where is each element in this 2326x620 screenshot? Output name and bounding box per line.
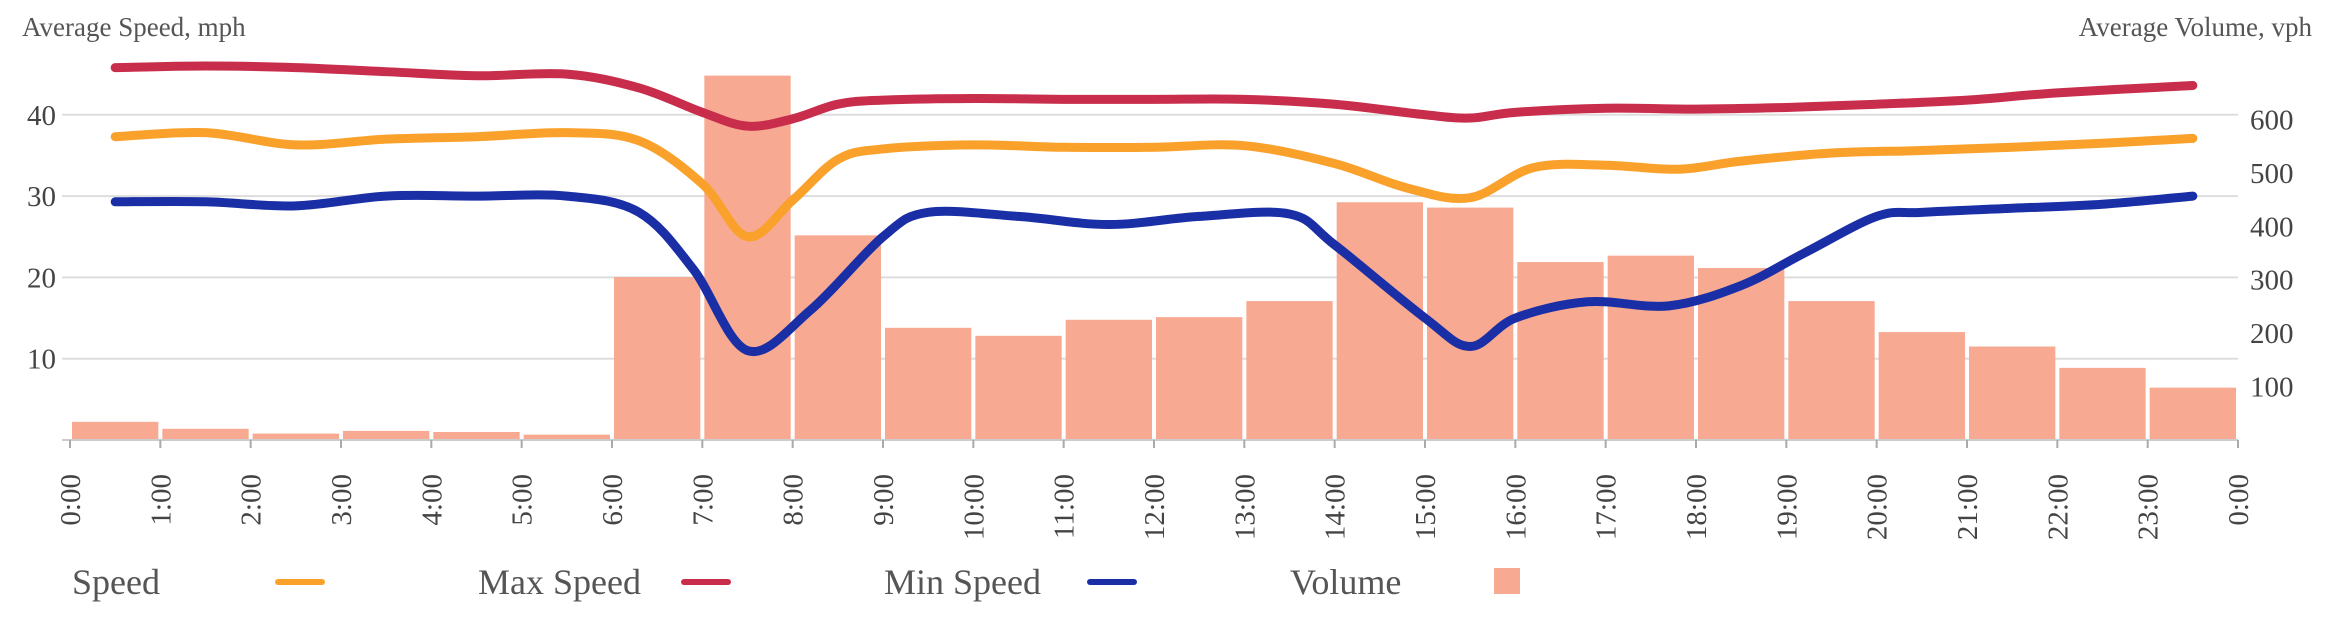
x-tick-label: 3:00 [326,474,358,526]
legend-label: Min Speed [884,562,1041,602]
x-tick-label: 18:00 [1681,474,1713,540]
volume-bar [1246,301,1333,440]
speed-line [110,127,2198,242]
legend-label: Max Speed [478,562,641,602]
x-tick-label: 12:00 [1139,474,1171,540]
volume-bar [614,277,701,440]
x-tick-label: 4:00 [416,474,448,526]
volume-bar [885,327,972,440]
volume-bar [1607,255,1694,440]
x-tick-label: 17:00 [1591,474,1623,540]
x-tick-label: 13:00 [1229,474,1261,540]
right-axis-title: Average Volume, vph [2079,12,2313,42]
volume-bar [1517,262,1604,440]
volume-bars [72,75,2236,441]
x-tick-label: 9:00 [868,474,900,526]
legend-label: Volume [1290,562,1401,602]
min-speed-line [110,190,2198,357]
x-tick-label: 14:00 [1320,474,1352,540]
x-tick-label: 0:00 [55,474,87,526]
x-tick-label: 5:00 [507,474,539,526]
volume-bar [252,433,339,440]
x-tick-label: 0:00 [2223,474,2255,526]
speed-lines [110,61,2198,357]
volume-bar [72,421,159,440]
right-tick-label: 500 [2250,158,2294,190]
volume-bar [2149,387,2236,440]
volume-bar [1878,332,1965,440]
volume-bar [523,434,610,440]
x-tick-label: 20:00 [1862,474,1894,540]
x-tick-label: 15:00 [1410,474,1442,540]
volume-bar [975,335,1062,440]
tick-labels: 0:00 1:00 2:00 3:00 4:00 5:00 6:00 7:00 8:00 9:00… [27,100,2294,540]
x-tick-label: 21:00 [1952,474,1984,540]
left-tick-label: 10 [27,344,56,376]
volume-bar [1788,301,1875,440]
x-tick-label: 11:00 [1049,474,1081,539]
volume-bar [2059,367,2146,440]
left-tick-label: 40 [27,100,56,132]
left-tick-label: 20 [27,262,56,294]
right-tick-label: 600 [2250,104,2294,136]
max-speed-line [110,61,2198,131]
x-tick-label: 8:00 [778,474,810,526]
left-tick-label: 30 [27,181,56,213]
x-tick-label: 7:00 [687,474,719,526]
right-tick-label: 100 [2250,372,2294,404]
x-tick-label: 22:00 [2042,474,2074,540]
right-tick-label: 300 [2250,265,2294,297]
volume-bar [1336,202,1423,440]
right-tick-label: 200 [2250,318,2294,350]
legend: Speed Max Speed Min Speed Volume [72,562,1520,602]
x-tick-label: 16:00 [1500,474,1532,540]
x-tick-label: 19:00 [1771,474,1803,540]
x-tick-label: 1:00 [145,474,177,526]
volume-bar [1969,346,2056,440]
x-tick-label: 23:00 [2133,474,2165,540]
volume-bar [433,431,520,440]
legend-label: Speed [72,562,160,602]
legend-swatch [1494,568,1520,594]
volume-bar [1156,317,1243,440]
volume-bar [794,235,881,440]
x-tick-label: 6:00 [597,474,629,526]
volume-bar [1065,319,1152,440]
volume-bar [704,75,791,441]
left-axis-title: Average Speed, mph [22,12,246,42]
volume-bar [343,430,430,440]
right-tick-label: 400 [2250,211,2294,243]
x-tick-label: 2:00 [236,474,268,526]
volume-bar [162,428,249,440]
x-tick-label: 10:00 [958,474,990,540]
